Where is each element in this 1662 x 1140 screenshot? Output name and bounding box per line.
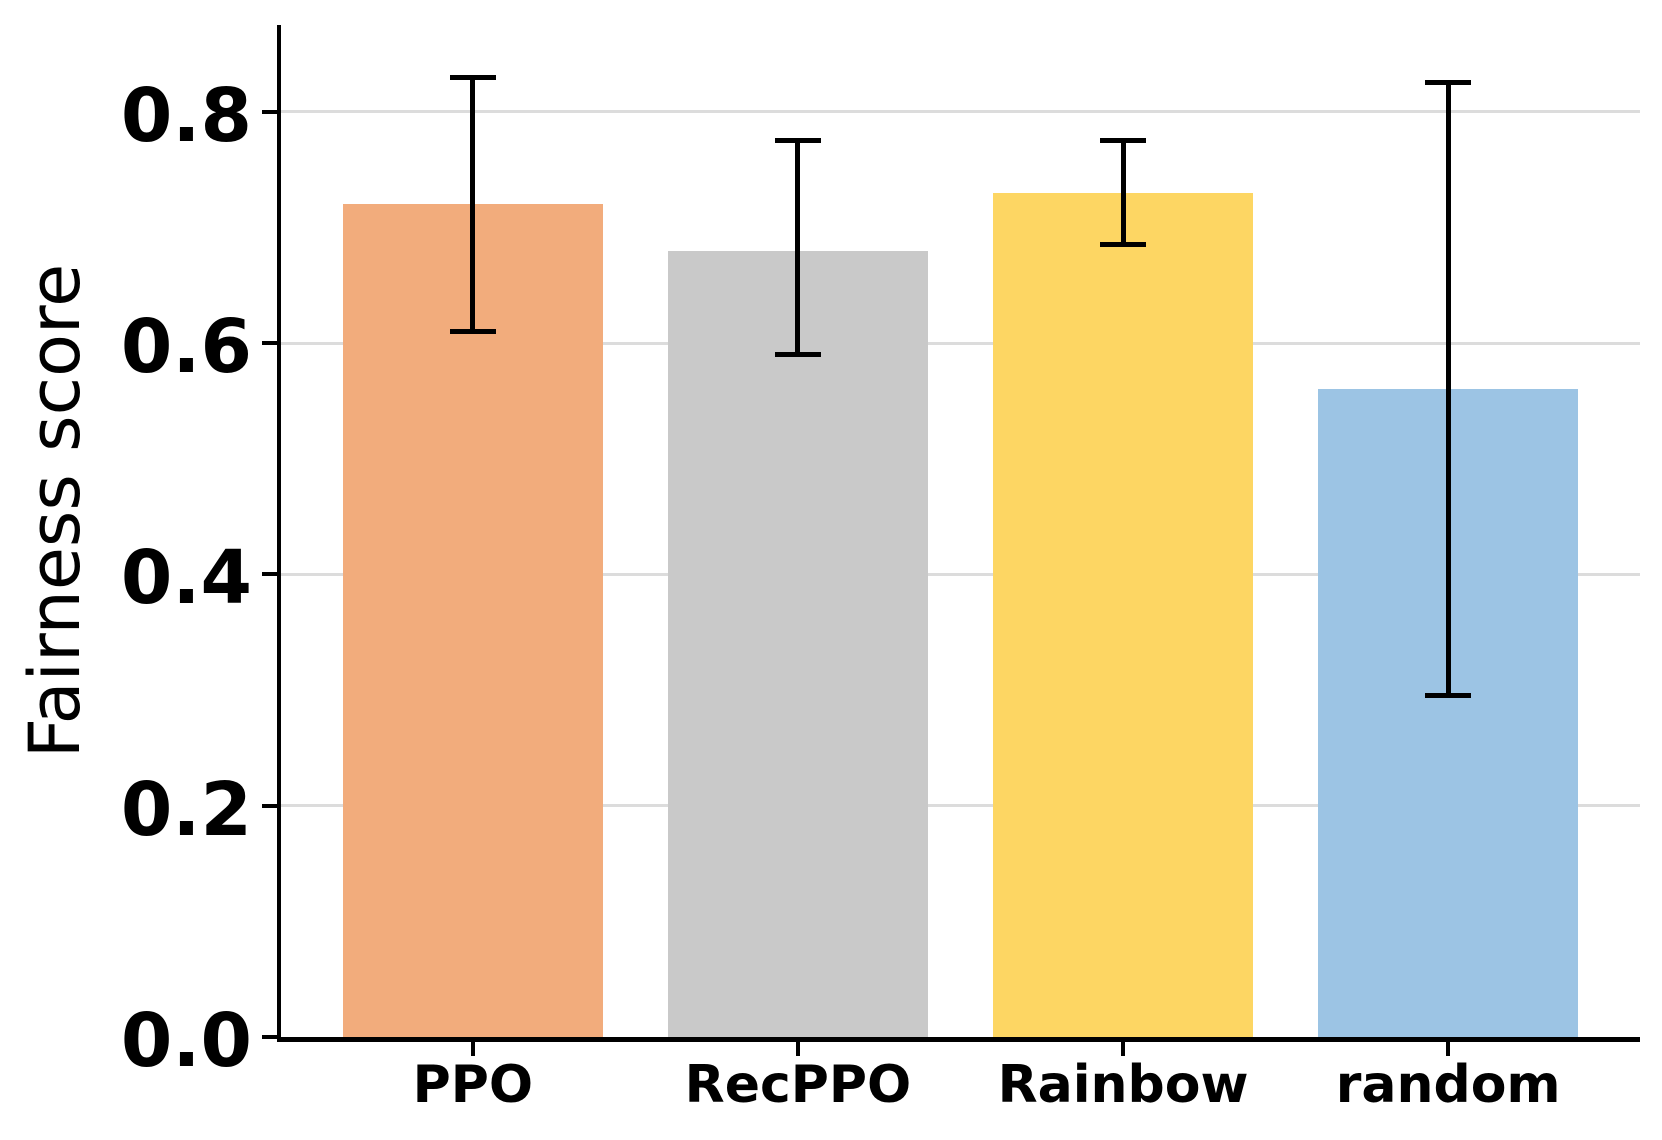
y-tick-mark <box>262 1035 277 1039</box>
error-bar-cap-top <box>1100 138 1147 144</box>
y-tick-mark <box>262 341 277 346</box>
bar-rainbow <box>993 192 1254 1037</box>
error-bar-line <box>1120 140 1126 245</box>
error-bar-cap-bottom <box>1100 242 1147 248</box>
y-tick-mark <box>262 803 277 808</box>
x-tick-label: random <box>1335 1055 1561 1115</box>
x-tick-label: Rainbow <box>997 1055 1249 1115</box>
plot-area: 0.0 0.2 0.4 0.6 0.8 PPO RecPPO Rainbow random <box>121 25 1640 1111</box>
gridline <box>281 110 1640 114</box>
y-tick-label: 0.4 <box>120 535 252 622</box>
x-tick-label: RecPPO <box>684 1055 912 1115</box>
error-bar-line <box>470 77 476 332</box>
gridline <box>281 804 1640 808</box>
error-bar-cap-bottom <box>449 328 496 334</box>
gridline <box>281 341 1640 345</box>
error-bar-line <box>795 140 801 355</box>
x-tick-mark <box>470 1042 475 1056</box>
error-bar-cap-top <box>774 138 821 144</box>
x-tick-mark <box>1121 1042 1126 1056</box>
y-tick-mark <box>262 572 277 577</box>
x-tick-mark <box>1446 1042 1451 1056</box>
error-bar-cap-top <box>1425 80 1472 86</box>
bar-recppo <box>667 250 928 1037</box>
error-bar-cap-bottom <box>774 352 821 358</box>
y-tick-mark <box>262 109 277 114</box>
y-tick-label: 0.6 <box>120 304 252 391</box>
error-bar-cap-top <box>449 74 496 80</box>
bar-ppo <box>342 204 603 1037</box>
x-tick-label: PPO <box>412 1055 534 1115</box>
y-tick-label: 0.2 <box>120 766 252 853</box>
x-tick-mark <box>795 1042 800 1056</box>
y-tick-label: 0.8 <box>120 72 252 159</box>
error-bar-cap-bottom <box>1425 693 1472 699</box>
y-tick-label: 0.0 <box>120 998 252 1084</box>
gridline <box>281 572 1640 576</box>
error-bar-line <box>1445 82 1451 696</box>
